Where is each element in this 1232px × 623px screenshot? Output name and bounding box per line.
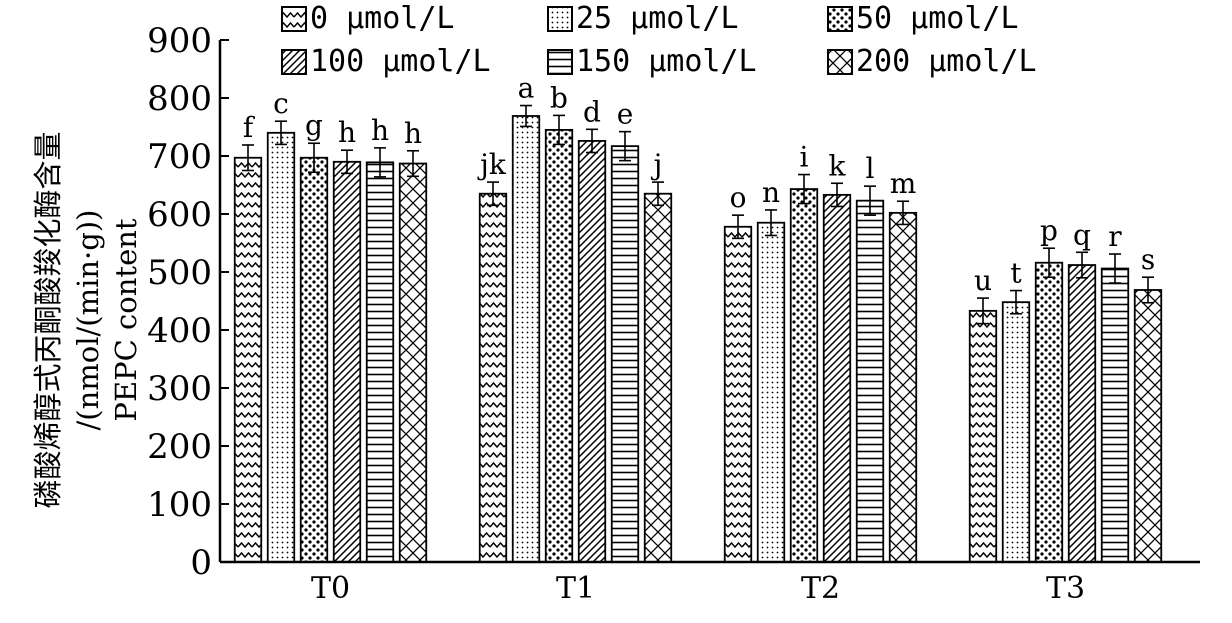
significance-label: d <box>583 95 601 128</box>
legend-swatch <box>547 49 573 75</box>
significance-label: p <box>1040 214 1058 247</box>
significance-label: l <box>866 152 875 185</box>
bar <box>643 192 673 563</box>
legend-label: 100 μmol/L <box>310 44 491 79</box>
significance-label: j <box>651 148 663 181</box>
bar <box>1001 301 1031 563</box>
x-tick-label: T0 <box>311 571 350 606</box>
bar <box>233 156 263 563</box>
bar <box>365 161 395 563</box>
y-axis-label-line: /(nmol/(min·g)) <box>71 210 105 431</box>
significance-label: e <box>617 98 634 131</box>
significance-label: m <box>890 167 917 200</box>
bar <box>1100 267 1130 563</box>
legend-label: 150 μmol/L <box>576 44 757 79</box>
bar <box>1067 264 1097 563</box>
y-tick-label: 800 <box>147 79 212 119</box>
legend-label: 25 μmol/L <box>576 1 739 36</box>
significance-label: a <box>518 72 535 105</box>
significance-label: h <box>371 114 389 147</box>
x-tick-label: T3 <box>1046 571 1085 606</box>
significance-label: f <box>243 111 256 144</box>
significance-label: h <box>338 116 356 149</box>
bar <box>544 128 574 563</box>
x-axis: T0 T1 T2 T3 <box>220 560 1200 606</box>
significance-label: r <box>1108 220 1122 253</box>
legend-swatch <box>281 49 307 75</box>
significance-label: s <box>1141 243 1155 276</box>
y-tick-label: 100 <box>147 485 212 525</box>
x-tick-label: T2 <box>801 571 840 606</box>
y-axis-label-line: PEPC content <box>109 218 143 421</box>
bar <box>1133 289 1163 563</box>
bar <box>332 160 362 563</box>
y-tick-label: 300 <box>147 369 212 409</box>
bar <box>1034 261 1064 563</box>
y-axis-label: 磷酸烯醇式丙酮酸羧化酶含量/(nmol/(min·g)) PEPC content <box>31 131 143 508</box>
bar <box>855 199 885 563</box>
significance-label: o <box>730 181 747 214</box>
bar <box>723 225 753 563</box>
legend-swatch <box>827 49 853 75</box>
significance-label: k <box>829 149 847 182</box>
y-tick-label: 500 <box>147 253 212 293</box>
x-tick-label: T1 <box>556 571 595 606</box>
legend-label: 0 μmol/L <box>310 1 455 36</box>
bar <box>299 156 329 563</box>
legend-label: 50 μmol/L <box>856 1 1019 36</box>
significance-label: c <box>273 87 289 120</box>
y-axis: 0 100 200 300 400 500 600 700 800 900 <box>147 21 229 583</box>
bar <box>577 140 607 563</box>
significance-label: n <box>762 176 780 209</box>
bar <box>789 188 819 563</box>
y-tick-label: 900 <box>147 21 212 61</box>
bar <box>266 131 296 563</box>
legend-label: 200 μmol/L <box>856 44 1037 79</box>
bar <box>511 115 541 563</box>
bar <box>888 211 918 563</box>
bar <box>822 193 852 563</box>
legend: 0 μmol/L 25 μmol/L 50 μmol/L 100 μmol/L 150 … <box>281 1 1037 79</box>
y-axis-label-line: 磷酸烯醇式丙酮酸羧化酶含量 <box>31 131 65 508</box>
y-tick-label: 700 <box>147 137 212 177</box>
bar <box>610 145 640 563</box>
y-tick-label: 600 <box>147 195 212 235</box>
y-tick-label: 0 <box>190 543 212 583</box>
significance-label: q <box>1073 218 1091 251</box>
significance-label: jk <box>477 148 507 181</box>
bar <box>968 309 998 563</box>
legend-swatch <box>827 6 853 32</box>
bar <box>756 221 786 563</box>
significance-label: t <box>1010 257 1022 290</box>
legend-swatch <box>547 6 573 32</box>
legend-swatch <box>281 6 307 32</box>
bar <box>478 192 508 563</box>
significance-label: h <box>404 117 422 150</box>
significance-label: g <box>305 109 323 142</box>
significance-label: b <box>550 81 568 114</box>
significance-label: u <box>974 264 992 297</box>
significance-label: i <box>800 141 809 174</box>
y-tick-label: 200 <box>147 427 212 467</box>
y-tick-label: 400 <box>147 311 212 351</box>
bar <box>398 162 428 563</box>
